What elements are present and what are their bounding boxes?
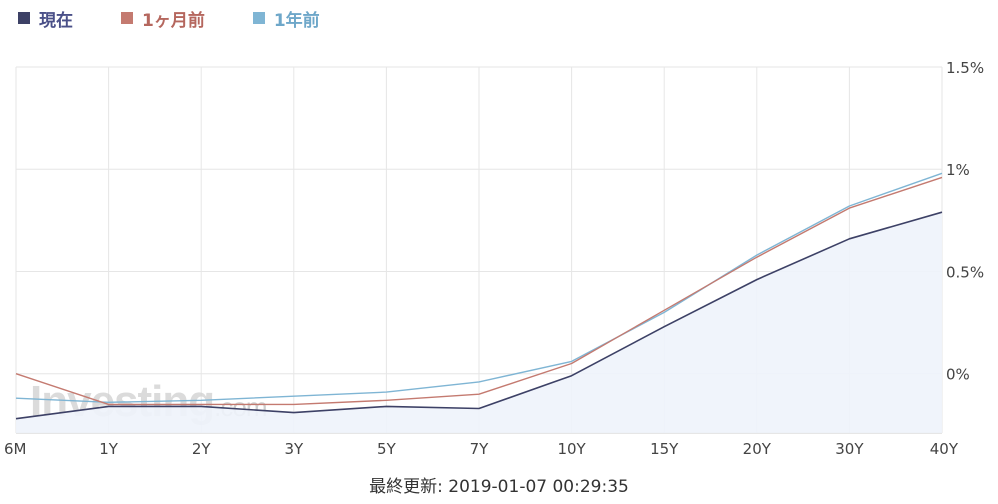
x-tick-label: 3Y: [284, 440, 304, 458]
series-area-0: [16, 212, 942, 433]
y-tick-label: 0.5%: [946, 263, 984, 281]
y-tick-label: 1%: [946, 161, 970, 179]
legend-label-0: 現在: [39, 10, 73, 31]
x-tick-label: 5Y: [377, 440, 397, 458]
chart-grid: [15, 66, 943, 434]
legend-swatch-2: [252, 12, 265, 24]
x-tick-label: 2Y: [192, 440, 212, 458]
x-tick-label: 20Y: [743, 440, 772, 458]
x-tick-label: 6M: [4, 440, 27, 458]
x-tick-label: 7Y: [470, 440, 490, 458]
series-line-1: [15, 176, 943, 406]
last-updated-label: 最終更新: 2019-01-07 00:29:35: [369, 477, 629, 497]
x-tick-label: 15Y: [650, 440, 679, 458]
chart-legend: 現在 1ヶ月前 1年前: [18, 6, 368, 31]
chart-series: [15, 172, 943, 433]
yield-curve-chart: Investing.com 6M 1Y 2Y 3Y 5Y 7Y 10Y 15Y 20Y 30Y 40…: [4, 59, 984, 458]
x-tick-label: 40Y: [930, 440, 959, 458]
series-line-0: [15, 211, 943, 420]
y-tick-label: 1.5%: [946, 59, 984, 77]
x-tick-label: 10Y: [557, 440, 586, 458]
series-line-2: [15, 172, 943, 403]
x-tick-label: 1Y: [99, 440, 119, 458]
legend-label-2: 1年前: [273, 10, 320, 31]
chart-ticks: 6M 1Y 2Y 3Y 5Y 7Y 10Y 15Y 20Y 30Y 40Y 1.5% 1% 0.5% 0%: [4, 59, 984, 458]
legend-item-0[interactable]: 現在: [18, 6, 73, 31]
x-tick-label: 30Y: [835, 440, 864, 458]
y-tick-label: 0%: [946, 366, 970, 384]
legend-swatch-0: [18, 12, 30, 24]
legend-swatch-1: [121, 12, 133, 24]
legend-item-1[interactable]: 1ヶ月前: [121, 6, 205, 31]
legend-item-2[interactable]: 1年前: [252, 6, 320, 31]
legend-label-1: 1ヶ月前: [142, 10, 205, 31]
